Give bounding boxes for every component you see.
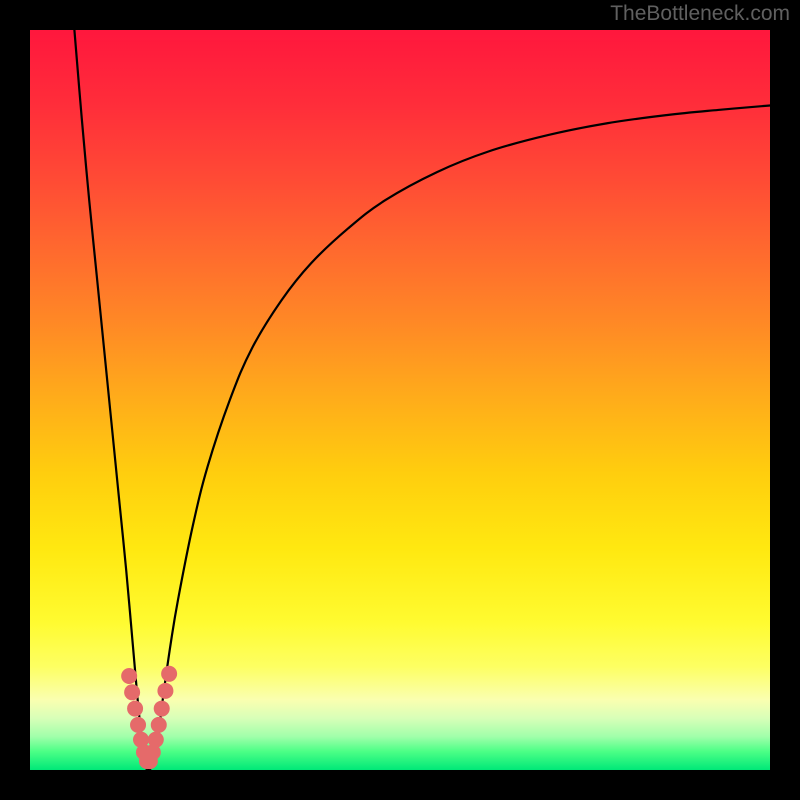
- marker-point: [148, 732, 164, 748]
- marker-point: [121, 668, 137, 684]
- marker-point: [124, 684, 140, 700]
- plot-background: [30, 30, 770, 770]
- marker-point: [154, 701, 170, 717]
- marker-point: [130, 717, 146, 733]
- marker-point: [151, 717, 167, 733]
- watermark-text: TheBottleneck.com: [610, 2, 790, 26]
- marker-point: [127, 701, 143, 717]
- bottleneck-chart: [0, 0, 800, 800]
- marker-point: [161, 666, 177, 682]
- marker-point: [157, 683, 173, 699]
